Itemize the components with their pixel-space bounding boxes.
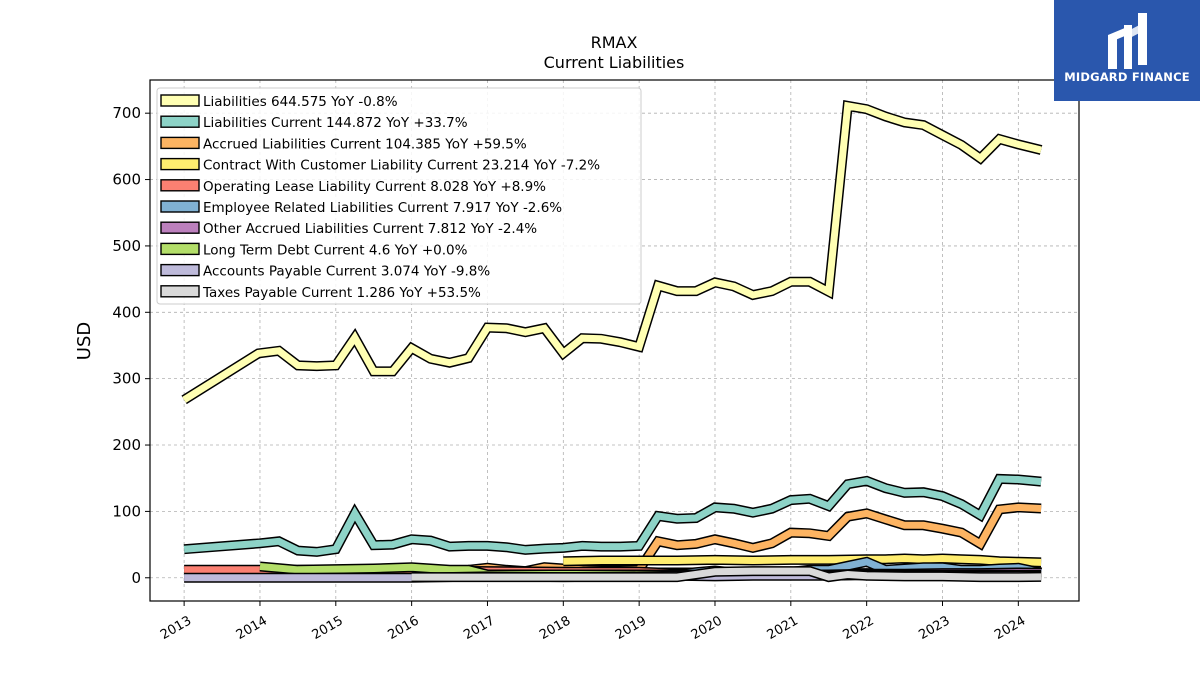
legend-swatch	[160, 179, 200, 192]
legend-entry: Other Accrued Liabilities Current 7.812 …	[203, 221, 537, 237]
legend-swatch	[160, 115, 200, 128]
chart-subtitle: Current Liabilities	[544, 53, 685, 72]
legend-entry: Liabilities 644.575 YoY -0.8%	[203, 94, 398, 110]
y-axis: 0 100 200 300 400 500 600 700	[112, 104, 150, 587]
legend-entry: Accrued Liabilities Current 104.385 YoY …	[203, 136, 527, 152]
y-tick-label: 100	[112, 502, 141, 520]
y-tick-label: 700	[112, 104, 141, 122]
y-tick-label: 0	[131, 569, 141, 587]
grid-lines	[150, 80, 1079, 601]
x-tick-label: 2017	[461, 613, 497, 643]
x-tick-label: 2015	[310, 613, 346, 643]
series-layer	[181, 100, 1043, 583]
y-tick-label: 200	[112, 436, 141, 454]
x-tick-label: 2024	[992, 613, 1028, 643]
legend-swatch	[160, 285, 200, 298]
legend-entry: Long Term Debt Current 4.6 YoY +0.0%	[203, 242, 468, 258]
x-tick-label: 2016	[385, 613, 421, 643]
y-tick-label: 400	[112, 303, 141, 321]
series-line-9	[411, 567, 1042, 581]
x-tick-label: 2020	[689, 613, 725, 643]
y-tick-label: 600	[112, 171, 141, 189]
legend-box	[156, 87, 642, 305]
legend-swatch	[160, 157, 200, 171]
y-tick-label: 300	[112, 370, 141, 388]
brand-name: MIDGARD FINANCE	[1064, 70, 1190, 84]
x-tick-label: 2018	[537, 613, 573, 643]
legend-swatch	[160, 242, 200, 256]
x-tick-label: 2023	[916, 613, 952, 643]
legend-entry: Employee Related Liabilities Current 7.9…	[203, 200, 562, 216]
x-tick-label: 2022	[840, 613, 876, 643]
legend-entry: Taxes Payable Current 1.286 YoY +53.5%	[202, 285, 481, 301]
y-tick-label: 500	[112, 237, 141, 255]
legend-entry: Accounts Payable Current 3.074 YoY -9.8%	[203, 264, 490, 280]
x-tick-label: 2014	[234, 613, 270, 643]
x-tick-label: 2021	[765, 613, 801, 643]
legend-entry: Contract With Customer Liability Current…	[203, 158, 600, 174]
legend-swatch	[160, 221, 200, 234]
series-line-0	[182, 101, 1042, 403]
x-tick-label: 2019	[613, 613, 649, 643]
brand-mark-icon	[1108, 13, 1147, 69]
legend-entry: Liabilities Current 144.872 YoY +33.7%	[203, 115, 468, 131]
legend-swatch	[160, 136, 200, 150]
legend-swatch	[160, 94, 200, 107]
legend-swatch	[160, 263, 200, 277]
x-tick-label: 2013	[158, 613, 194, 643]
legend: Liabilities 644.575 YoY -0.8% Liabilities…	[156, 87, 642, 305]
plot-frame	[149, 79, 1080, 602]
y-axis-label: USD	[74, 322, 95, 360]
series-line-1	[183, 475, 1042, 556]
series-line-3	[563, 554, 1042, 566]
legend-swatch	[160, 200, 200, 213]
chart-title: RMAX	[591, 33, 638, 52]
x-axis: 2013 2014 2015 2016 2017 2018 2019 2020 2021 2022…	[158, 601, 1028, 643]
brand-logo: MIDGARD FINANCE	[1054, 0, 1200, 101]
legend-entry: Operating Lease Liability Current 8.028 …	[203, 179, 546, 195]
